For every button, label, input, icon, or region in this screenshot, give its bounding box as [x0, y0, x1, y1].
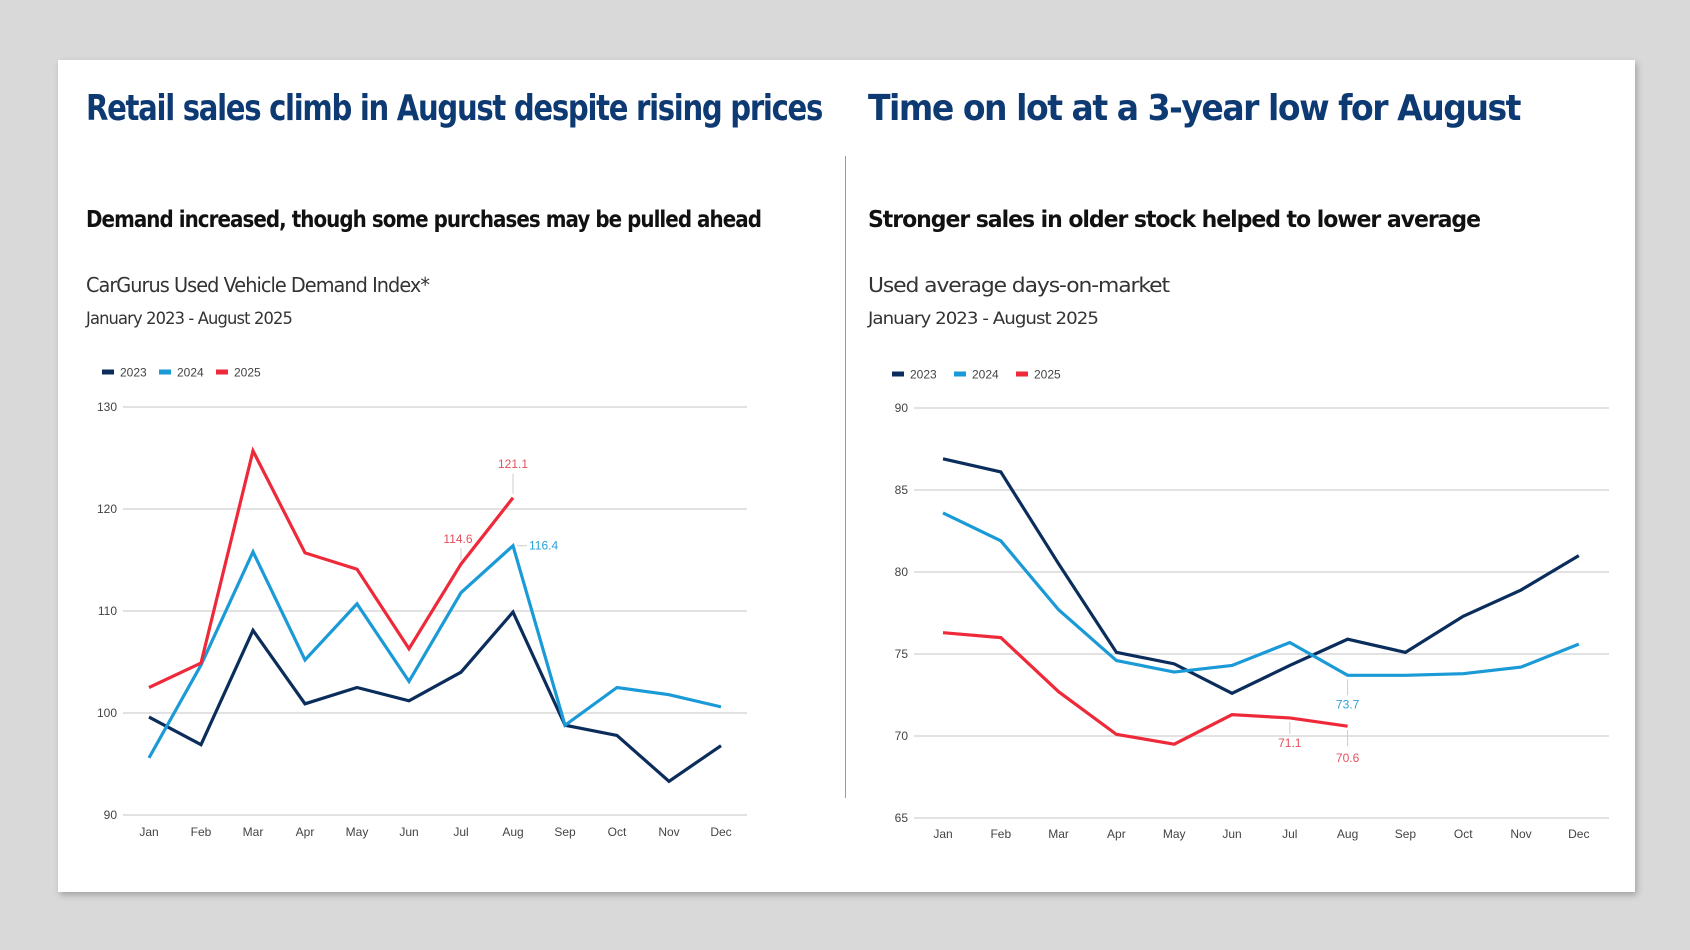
right-chart-description: Used average days-on-market: [868, 273, 1170, 297]
left-chart-description: CarGurus Used Vehicle Demand Index*: [86, 273, 430, 297]
panel-divider: [845, 156, 846, 798]
left-panel: Retail sales climb in August despite ris…: [58, 60, 838, 892]
left-panel-title: Retail sales climb in August despite ris…: [86, 88, 823, 129]
report-card: Retail sales climb in August despite ris…: [58, 60, 1635, 892]
right-chart-date-range: January 2023 - August 2025: [868, 309, 1099, 329]
left-chart-date-range: January 2023 - August 2025: [86, 309, 293, 329]
right-panel: Time on lot at a 3-year low for August S…: [840, 60, 1635, 892]
right-panel-subtitle: Stronger sales in older stock helped to …: [868, 207, 1481, 233]
right-panel-title: Time on lot at a 3-year low for August: [868, 88, 1521, 129]
left-panel-subtitle: Demand increased, though some purchases …: [86, 207, 762, 233]
